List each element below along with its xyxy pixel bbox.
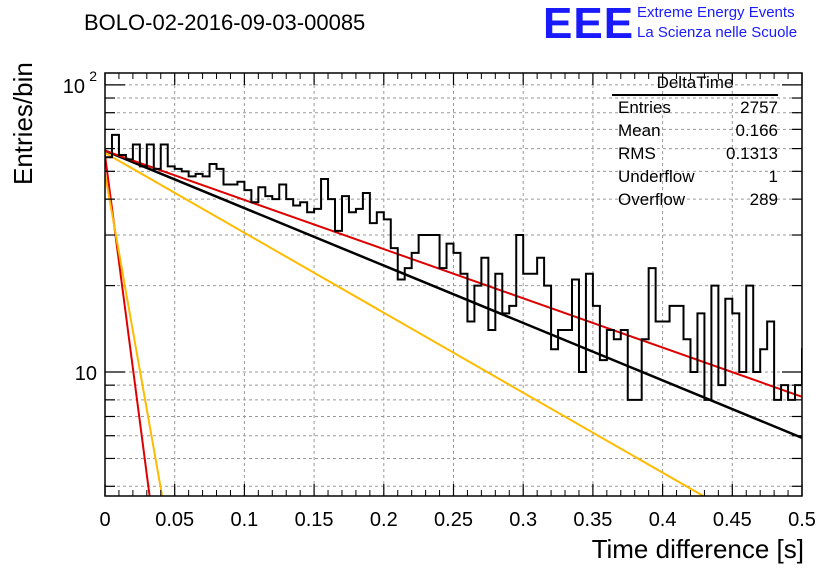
stats-label: Overflow [618,190,686,209]
stats-value: 1 [768,167,778,186]
stats-label: Entries [618,98,671,117]
histogram-steps [105,133,802,401]
stats-label: Mean [618,121,661,140]
x-tick-label: 0.05 [155,509,194,531]
logo-line-1: Extreme Energy Events [637,4,795,21]
x-tick-label: 0.35 [573,509,612,531]
stats-name: DeltaTime [656,73,734,92]
x-tick-label: 0.1 [230,509,258,531]
stats-value: 289 [749,190,778,209]
x-tick-label: 0 [99,509,110,531]
x-tick-label: 0.25 [434,509,473,531]
x-tick-label: 0.45 [713,509,752,531]
x-axis-label: Time difference [s] [591,534,804,564]
eee-logo: EEE [543,0,635,48]
y-tick-label: 10 [63,76,85,98]
x-tick-label: 0.15 [295,509,334,531]
stats-value: 0.1313 [726,144,778,163]
fit-line-0 [105,149,802,439]
stats-row-entries: Entries 2757 [612,96,778,119]
stats-row-rms: RMS 0.1313 [612,142,778,165]
x-tick-label: 0.5 [788,509,816,531]
chart-title: BOLO-02-2016-09-03-00085 [84,10,366,35]
y-tick-exponent: 2 [89,68,97,84]
x-tick-label: 0.4 [649,509,677,531]
y-axis-label: Entries/bin [8,62,38,185]
stats-value: 2757 [740,98,778,117]
fit-line-2 [105,151,706,496]
x-tick-label: 0.3 [509,509,537,531]
stats-row-overflow: Overflow 289 [612,188,778,211]
logo-line-2: La Scienza nelle Scuole [637,24,798,41]
y-tick-label: 10 [75,363,97,385]
stats-box: DeltaTime Entries 2757 Mean 0.166 RMS 0.… [612,72,778,211]
fit-line-1 [105,149,802,398]
stats-row-underflow: Underflow 1 [612,165,778,188]
stats-label: RMS [618,144,656,163]
x-tick-label: 0.2 [370,509,398,531]
stats-row-mean: Mean 0.166 [612,119,778,142]
fit-line-4 [105,173,164,496]
stats-value: 0.166 [735,121,778,140]
stats-label: Underflow [618,167,695,186]
stats-divider [612,94,778,96]
